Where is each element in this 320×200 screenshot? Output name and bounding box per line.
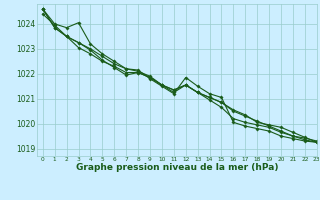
X-axis label: Graphe pression niveau de la mer (hPa): Graphe pression niveau de la mer (hPa) — [76, 163, 278, 172]
